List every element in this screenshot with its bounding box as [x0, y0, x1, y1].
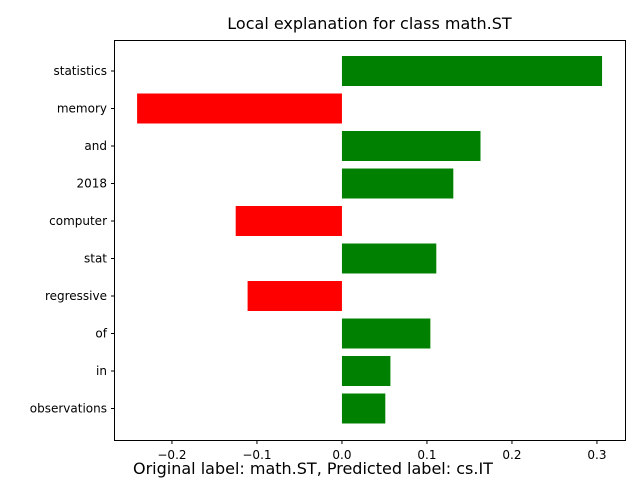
x-tick-label: −0.2	[157, 448, 186, 462]
y-tick-label: stat	[84, 252, 107, 266]
bar-of	[341, 318, 431, 349]
x-tick-label: −0.1	[242, 448, 271, 462]
x-tick-label: 0.1	[417, 448, 436, 462]
y-tick-label: 2018	[76, 177, 107, 191]
bars	[137, 56, 603, 424]
x-axis-ticks: −0.2 −0.1 0.0 0.1 0.2 0.3	[157, 440, 606, 462]
label-caption: Original label: math.ST, Predicted label…	[133, 459, 493, 478]
x-tick-label: 0.0	[332, 448, 351, 462]
chart-title: Local explanation for class math.ST	[227, 14, 512, 33]
bar-computer	[235, 206, 342, 236]
y-tick-label: in	[96, 364, 107, 378]
bar-and	[341, 131, 481, 161]
bar-in	[341, 356, 391, 386]
y-tick-label: memory	[57, 102, 107, 116]
x-tick-label: 0.2	[502, 448, 521, 462]
bar-stat	[341, 243, 437, 274]
plot-frame	[114, 40, 626, 441]
bar-statistics	[341, 56, 603, 86]
x-tick-label: 0.3	[587, 448, 606, 462]
bar-memory	[137, 93, 342, 124]
bar-2018	[341, 168, 454, 199]
y-tick-label: regressive	[45, 289, 107, 303]
y-tick-label: and	[84, 139, 107, 153]
y-axis-ticks: statistics memory and 2018 computer stat regre…	[30, 64, 115, 416]
y-tick-label: statistics	[54, 64, 108, 78]
bar-regressive	[247, 281, 342, 311]
y-tick-label: observations	[30, 402, 107, 416]
y-tick-label: of	[95, 327, 107, 341]
bar-observations	[341, 393, 386, 424]
y-tick-label: computer	[49, 214, 107, 228]
